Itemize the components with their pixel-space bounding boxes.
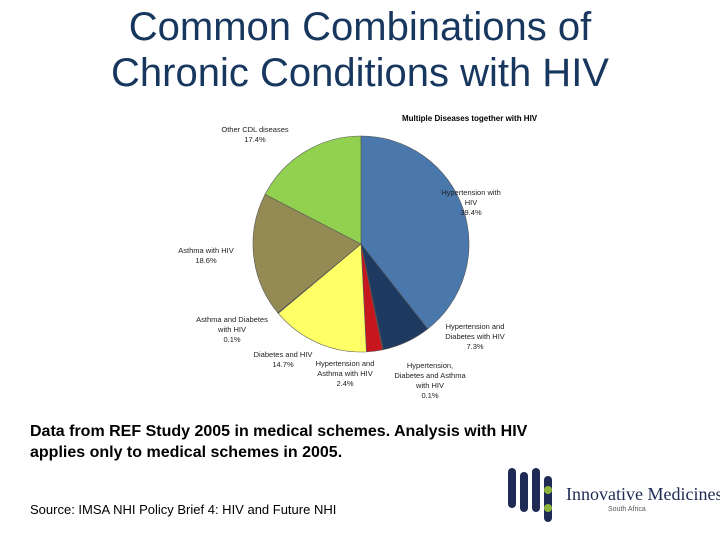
pie-slice-1	[360, 135, 470, 330]
pie-slice-7	[252, 193, 362, 314]
slice-label-line: Asthma with HIV	[317, 369, 372, 378]
slice-label-line: HIV	[465, 198, 478, 207]
slice-label-line: Hypertension and	[446, 322, 505, 331]
innovative-medicines-logo: Innovative Medicines South Africa	[500, 462, 720, 532]
slice-label-line: Other CDL diseases	[221, 125, 289, 134]
slice-label-line: Diabetes with HIV	[445, 332, 505, 341]
slice-label-5: Diabetes and HIV 14.7%	[254, 350, 313, 369]
slice-label-3: Hypertension, Diabetes and Asthma with HIV…	[394, 361, 466, 400]
slice-label-line: Hypertension with	[441, 188, 501, 197]
caption-line-1: Data from REF Study 2005 in medical sche…	[30, 423, 528, 440]
slice-label-line: Hypertension,	[407, 361, 453, 370]
slice-label-line: Asthma with HIV	[178, 246, 233, 255]
slice-label-8: Other CDL diseases 17.4%	[221, 125, 289, 144]
logo-name: Innovative Medicines	[566, 484, 720, 504]
slice-label-2: Hypertension and Diabetes with HIV 7.3%	[445, 322, 505, 351]
slice-label-line: Asthma and Diabetes	[196, 315, 268, 324]
pie-chart: Multiple Diseases together with HIV Hype…	[178, 114, 538, 400]
pie-slice-5	[277, 243, 367, 353]
slice-label-line: 0.1%	[421, 391, 438, 400]
pie-labels: Hypertension with HIV 39.4% Hypertension an…	[178, 125, 505, 400]
slice-label-line: Diabetes and HIV	[254, 350, 313, 359]
pie-slices	[252, 135, 470, 353]
slide-title: Common Combinations of Chronic Condition…	[0, 4, 720, 96]
caption-line-2: applies only to medical schemes in 2005.	[30, 444, 343, 461]
slice-label-line: 0.1%	[223, 335, 240, 344]
slice-label-line: Diabetes and Asthma	[394, 371, 466, 380]
slice-label-line: 2.4%	[336, 379, 353, 388]
slice-label-6: Asthma and Diabetes with HIV 0.1%	[196, 315, 268, 344]
slice-label-1: Hypertension with HIV 39.4%	[441, 188, 501, 217]
slice-label-line: Hypertension and	[316, 359, 375, 368]
slice-label-line: 14.7%	[272, 360, 294, 369]
slice-label-4: Hypertension and Asthma with HIV 2.4%	[316, 359, 375, 388]
slice-label-7: Asthma with HIV 18.6%	[178, 246, 233, 265]
logo-subtitle: South Africa	[608, 506, 646, 513]
title-line-1: Common Combinations of	[128, 5, 592, 49]
pie-slice-8	[264, 135, 362, 245]
caption: Data from REF Study 2005 in medical sche…	[30, 421, 630, 463]
slice-label-line: 7.3%	[466, 342, 483, 351]
slice-label-line: 17.4%	[244, 135, 266, 144]
title-line-2: Chronic Conditions with HIV	[111, 51, 609, 95]
logo-mark-icon	[508, 468, 552, 522]
source-note: Source: IMSA NHI Policy Brief 4: HIV and…	[30, 502, 337, 517]
slice-label-line: with HIV	[217, 325, 246, 334]
slice-label-line: 18.6%	[195, 256, 217, 265]
chart-title: Multiple Diseases together with HIV	[402, 114, 538, 123]
slice-label-line: with HIV	[415, 381, 444, 390]
slice-label-line: 39.4%	[460, 208, 482, 217]
